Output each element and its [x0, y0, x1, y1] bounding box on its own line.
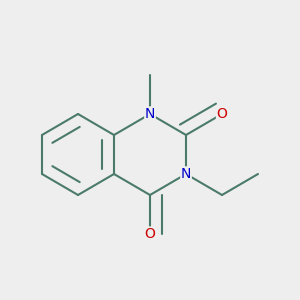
Text: O: O — [217, 107, 227, 121]
Text: O: O — [145, 227, 155, 241]
Text: N: N — [181, 167, 191, 181]
Text: N: N — [145, 107, 155, 121]
